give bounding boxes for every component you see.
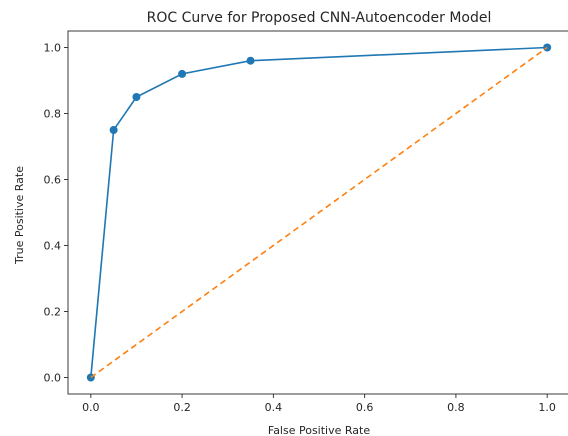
x-tick-label-0: 0.0 <box>82 401 100 414</box>
roc-point-3 <box>178 69 187 78</box>
x-axis-title: False Positive Rate <box>268 424 370 436</box>
y-axis-title: True Positive Rate <box>13 166 26 265</box>
x-tick-label-4: 0.8 <box>447 401 465 414</box>
y-tick-label-1: 0.2 <box>44 306 62 319</box>
x-tick-label-2: 0.4 <box>265 401 283 414</box>
chart-title: ROC Curve for Proposed CNN-Autoencoder M… <box>147 10 492 26</box>
roc-point-5 <box>543 43 552 52</box>
x-tick-label-1: 0.2 <box>173 401 191 414</box>
roc-curve-line <box>90 46 548 378</box>
roc-point-2 <box>132 93 141 101</box>
y-tick-label-2: 0.4 <box>44 240 62 253</box>
x-tick-label-3: 0.6 <box>356 401 374 414</box>
plot-frame <box>67 30 568 395</box>
y-tick-label-4: 0.8 <box>44 108 62 121</box>
roc-point-1 <box>109 126 118 134</box>
y-tick-label-5: 1.0 <box>44 42 62 55</box>
x-tick-label-5: 1.0 <box>538 401 556 414</box>
diagonal-reference-line <box>90 46 548 379</box>
y-tick-label-0: 0.0 <box>44 372 62 385</box>
roc-point-4 <box>246 56 255 65</box>
y-tick-label-3: 0.6 <box>44 174 62 187</box>
plot-area <box>86 43 552 382</box>
axes: 0.0 0.2 0.4 0.6 0.8 1.0 0.0 0.2 0.4 0.6 0.8 1.0 <box>44 30 568 414</box>
